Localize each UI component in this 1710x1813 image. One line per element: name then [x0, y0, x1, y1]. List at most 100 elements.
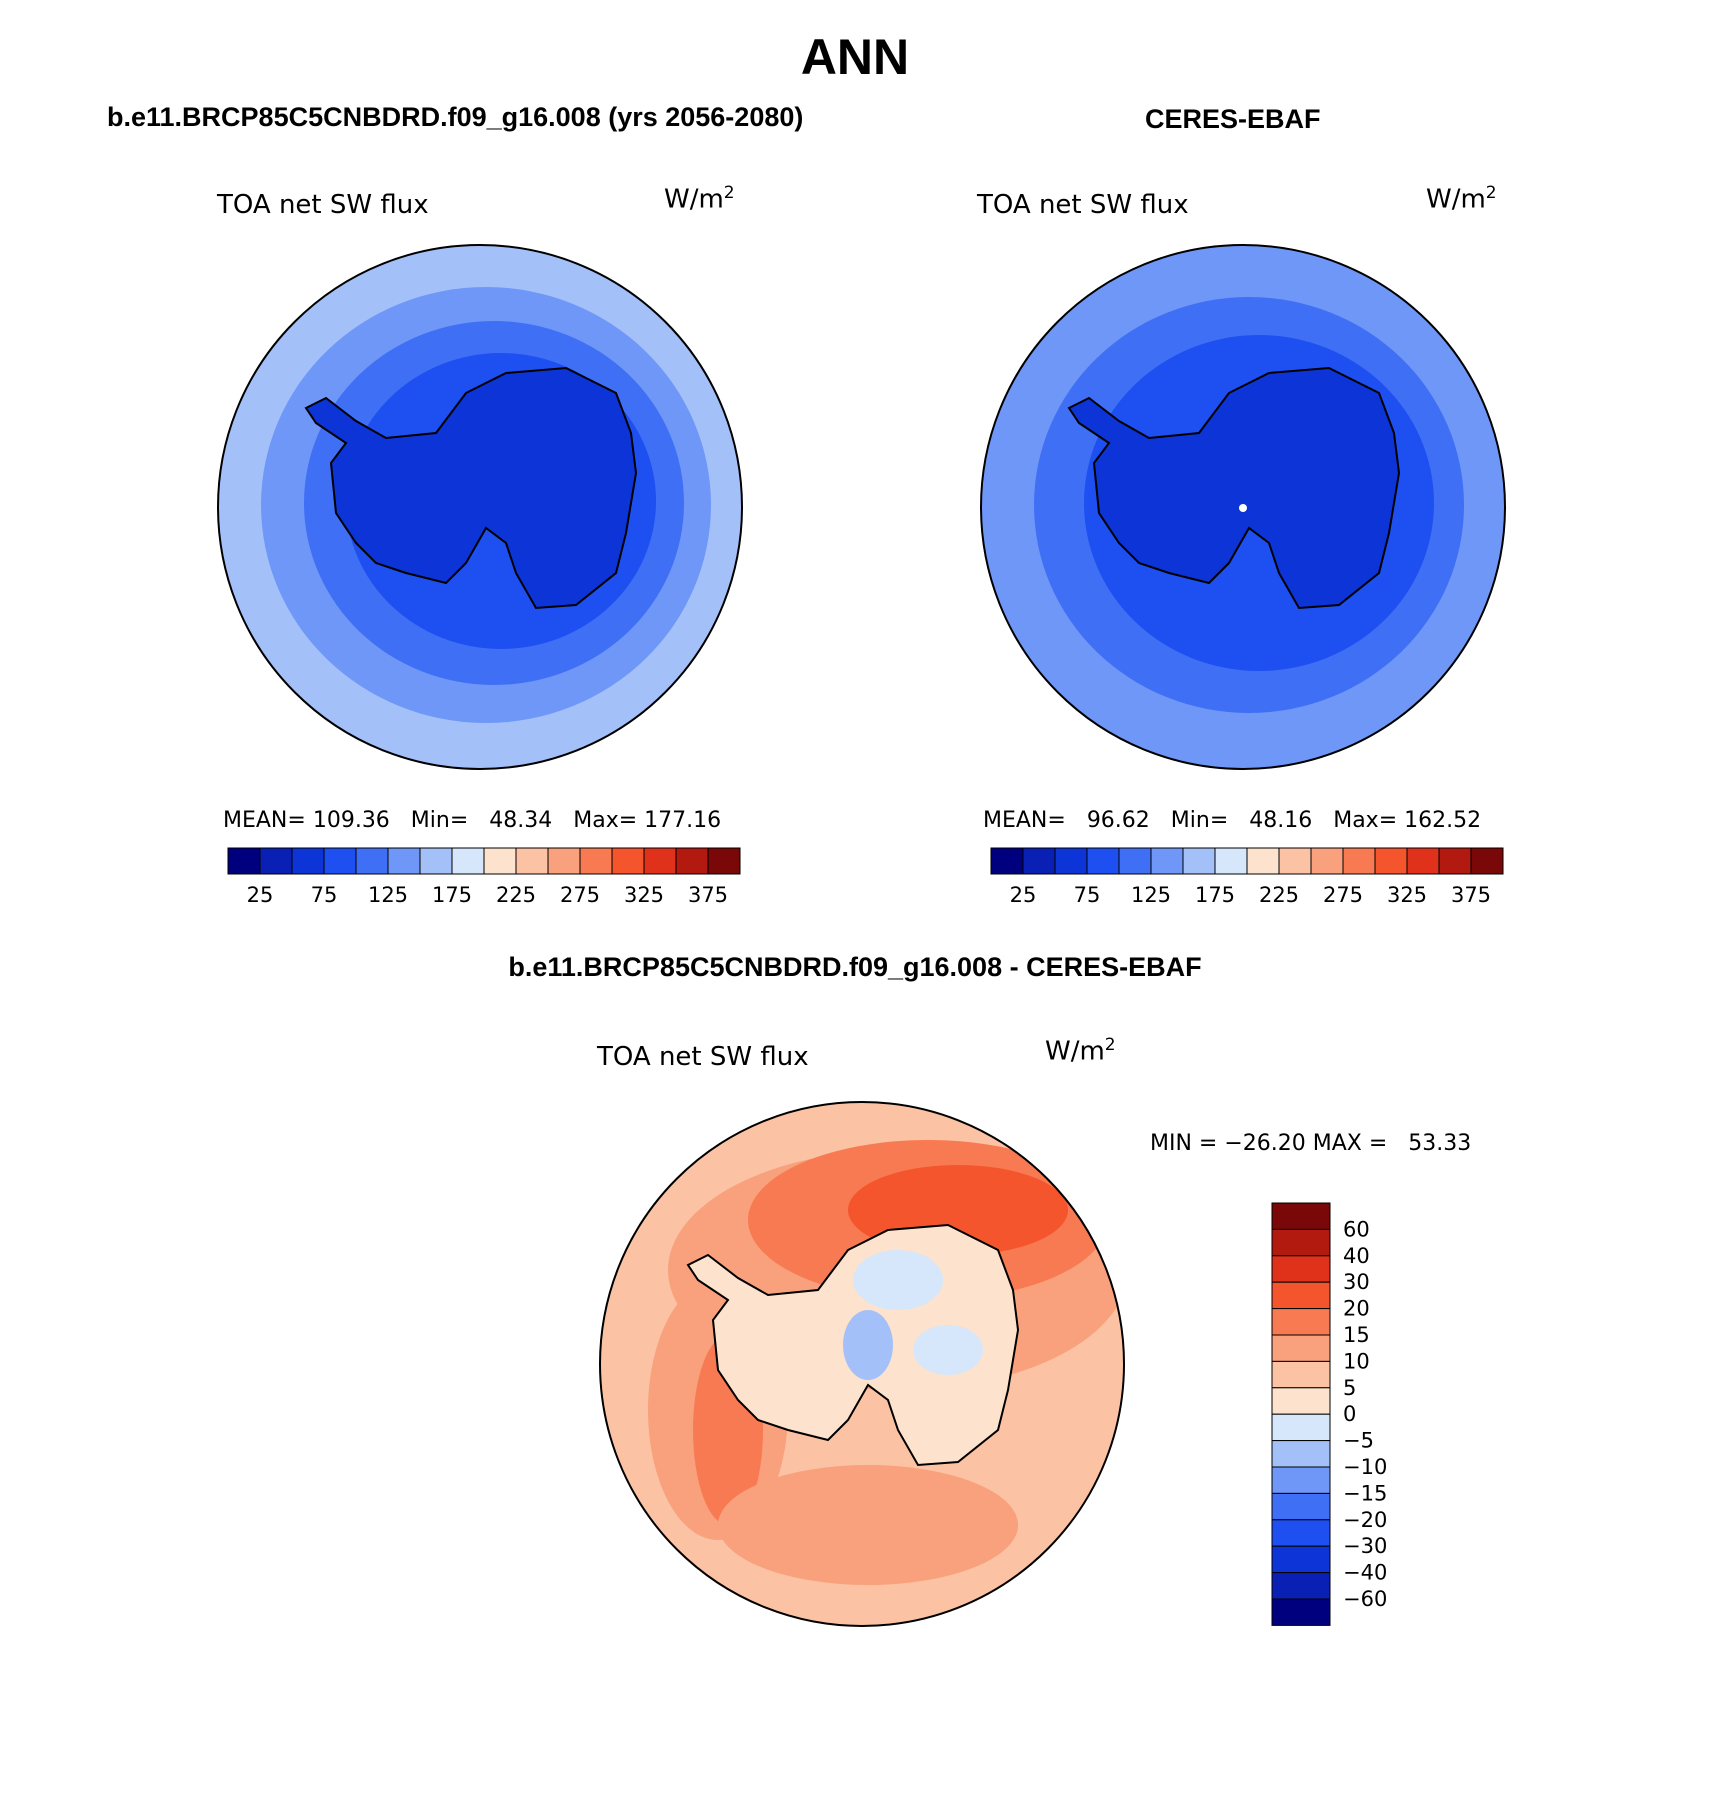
colorbar-tick-label: 275	[1323, 883, 1363, 907]
colorbar-swatch	[1271, 1308, 1331, 1336]
colorbar-swatch	[1278, 847, 1312, 875]
colorbar-tick-label: 25	[247, 883, 274, 907]
colorbar-tick-label: 15	[1343, 1323, 1370, 1347]
colorbar-tick-label: 225	[1259, 883, 1299, 907]
colorbar-tick-label: −5	[1343, 1429, 1374, 1453]
colorbar-swatch	[579, 847, 613, 875]
colorbar-swatch	[1271, 1545, 1331, 1574]
panel1-variable-label: TOA net SW flux	[217, 190, 429, 220]
colorbar-swatch	[1406, 847, 1440, 875]
colorbar-swatch	[1214, 847, 1248, 875]
colorbar-swatch	[1271, 1492, 1331, 1521]
panel2-variable-label: TOA net SW flux	[977, 190, 1189, 220]
colorbar-swatch	[227, 847, 261, 875]
colorbar-swatch	[1271, 1598, 1331, 1626]
colorbar-swatch	[1271, 1466, 1331, 1494]
colorbar-tick-label: 225	[496, 883, 536, 907]
colorbar-tick-label: 0	[1343, 1402, 1356, 1426]
colorbar-swatch	[1271, 1228, 1331, 1257]
colorbar-tick-label: 275	[560, 883, 600, 907]
colorbar-swatch	[1271, 1281, 1331, 1310]
panel2-stats: MEAN= 96.62 Min= 48.16 Max= 162.52	[983, 808, 1482, 833]
colorbar-tick-label: 325	[624, 883, 664, 907]
panel3-case-title: b.e11.BRCP85C5CNBDRD.f09_g16.008 - CERES…	[508, 952, 1202, 982]
colorbar-swatch	[1271, 1202, 1331, 1230]
panel3-stats-line: MIN = −26.20 MAX = 53.33	[1150, 1131, 1472, 1156]
panel1-units-label: W/m2	[664, 183, 735, 215]
colorbar-swatch	[1271, 1334, 1331, 1362]
colorbar-swatch	[1271, 1387, 1331, 1415]
colorbar-swatch	[419, 847, 453, 875]
colorbar-swatch	[643, 847, 677, 875]
colorbar-swatch	[990, 847, 1024, 875]
colorbar-tick-label: −15	[1343, 1481, 1387, 1505]
colorbar-tick-label: 25	[1010, 883, 1037, 907]
colorbar-tick-label: −60	[1343, 1587, 1387, 1611]
colorbar-swatch	[1438, 847, 1472, 875]
colorbar-swatch	[547, 847, 581, 875]
map-boundary	[599, 1101, 1125, 1627]
colorbar-tick-label: 375	[688, 883, 728, 907]
colorbar-swatch	[675, 847, 709, 875]
colorbar-swatch	[323, 847, 357, 875]
colorbar-swatch	[259, 847, 293, 875]
panel2-colorbar: 25 75 125 175 225 275 325 375	[990, 847, 1504, 907]
map-boundary	[980, 244, 1506, 770]
panel1-stats: MEAN= 109.36 Min= 48.34 Max= 177.16	[223, 808, 722, 833]
colorbar-swatch	[1022, 847, 1056, 875]
colorbar-tick-label: 60	[1343, 1217, 1370, 1241]
colorbar-tick-label: −10	[1343, 1455, 1387, 1479]
colorbar-swatch	[515, 847, 549, 875]
antarctica-coastline	[1067, 366, 1401, 610]
colorbar-swatch	[451, 847, 485, 875]
colorbar-tick-label: 30	[1343, 1270, 1370, 1294]
colorbar-tick-label: 75	[311, 883, 338, 907]
panel3-polar-map	[599, 1101, 1125, 1627]
panel2-units-label: W/m2	[1426, 183, 1497, 215]
colorbar-tick-label: 10	[1343, 1349, 1370, 1373]
colorbar-tick-label: 175	[1195, 883, 1235, 907]
colorbar-swatch	[707, 847, 741, 875]
panel2-polar-map	[980, 244, 1506, 770]
colorbar-tick-label: 375	[1451, 883, 1491, 907]
panel2-case-title: CERES-EBAF	[1145, 104, 1321, 134]
colorbar-swatch	[1150, 847, 1184, 875]
colorbar-swatch	[483, 847, 517, 875]
panel3-variable-label: TOA net SW flux	[597, 1042, 809, 1072]
colorbar-swatch	[611, 847, 645, 875]
colorbar-tick-label: 40	[1343, 1244, 1370, 1268]
colorbar-swatch	[1310, 847, 1344, 875]
colorbar-swatch	[1054, 847, 1088, 875]
colorbar-swatch	[1271, 1519, 1331, 1547]
colorbar-tick-label: 175	[432, 883, 472, 907]
colorbar-swatch	[1271, 1255, 1331, 1283]
colorbar-tick-label: −20	[1343, 1508, 1387, 1532]
panel3-units-label: W/m2	[1045, 1035, 1116, 1067]
panel1-colorbar: 25 75 125 175 225 275 325 375	[227, 847, 741, 907]
colorbar-swatch	[1342, 847, 1376, 875]
colorbar-tick-label: 125	[1131, 883, 1171, 907]
colorbar-swatch	[1271, 1413, 1331, 1442]
colorbar-tick-label: −30	[1343, 1534, 1387, 1558]
colorbar-swatch	[1271, 1360, 1331, 1389]
colorbar-swatch	[1246, 847, 1280, 875]
antarctica-coastline	[304, 366, 638, 610]
colorbar-swatch	[1271, 1440, 1331, 1468]
colorbar-swatch	[291, 847, 325, 875]
colorbar-tick-label: 20	[1343, 1297, 1370, 1321]
colorbar-swatch	[1086, 847, 1120, 875]
colorbar-swatch	[1271, 1572, 1331, 1600]
colorbar-tick-label: 325	[1387, 883, 1427, 907]
map-boundary	[217, 244, 743, 770]
colorbar-swatch	[387, 847, 421, 875]
colorbar-swatch	[355, 847, 389, 875]
figure-title: ANN	[800, 29, 910, 85]
colorbar-tick-label: 5	[1343, 1376, 1356, 1400]
colorbar-tick-label: −40	[1343, 1561, 1387, 1585]
colorbar-tick-label: 125	[368, 883, 408, 907]
colorbar-swatch	[1118, 847, 1152, 875]
panel1-case-title: b.e11.BRCP85C5CNBDRD.f09_g16.008 (yrs 20…	[107, 102, 804, 132]
panel1-polar-map	[217, 244, 743, 770]
colorbar-swatch	[1374, 847, 1408, 875]
